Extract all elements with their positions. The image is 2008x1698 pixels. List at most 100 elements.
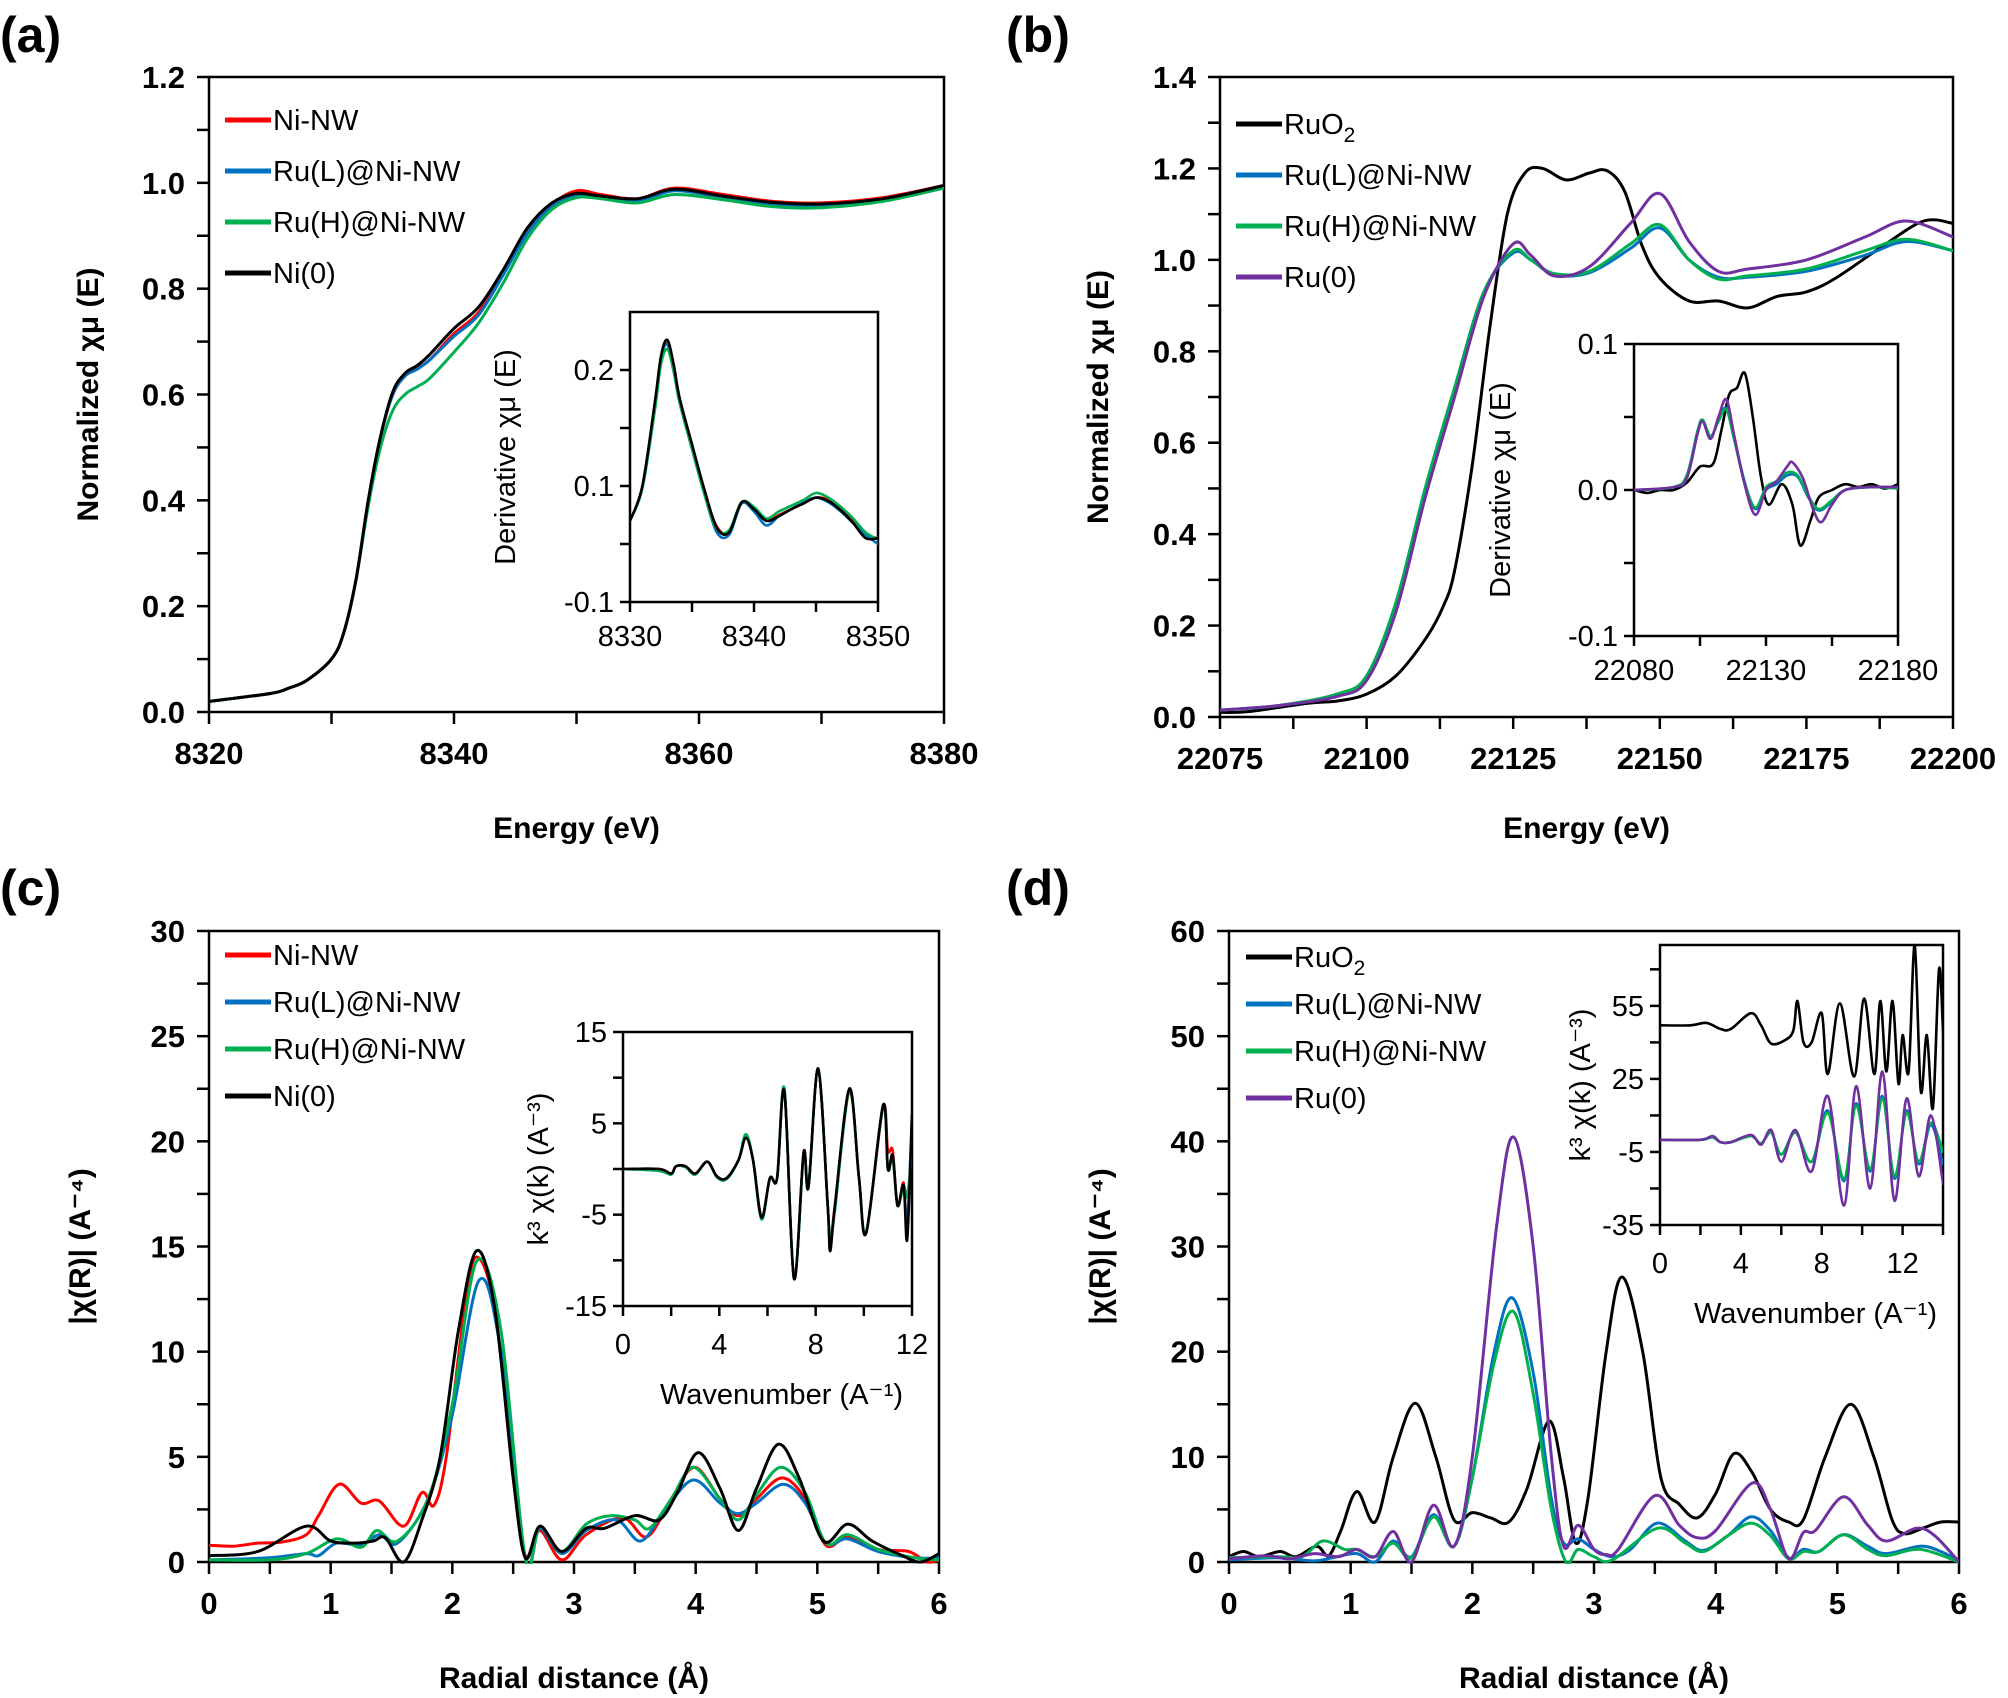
y-tick-label: 0.8	[1153, 334, 1196, 369]
legend-item-ru-h-ni-nw: Ru(H)@Ni-NW	[1236, 211, 1477, 243]
inset-y-tick-label: 0.1	[1578, 329, 1618, 361]
legend-item-ru-l-ni-nw: Ru(L)@Ni-NW	[225, 156, 461, 188]
legend-label-subscript: 2	[1354, 957, 1366, 980]
y-tick-label: 0.2	[1153, 609, 1196, 644]
x-tick-label: 0	[200, 1586, 217, 1621]
x-tick-label: 22175	[1763, 741, 1849, 776]
legend-item-ru-h-ni-nw: Ru(H)@Ni-NW	[225, 207, 466, 239]
x-tick-label: 6	[1950, 1586, 1967, 1621]
x-tick-label: 2	[444, 1586, 461, 1621]
x-tick-label: 4	[1707, 1586, 1725, 1621]
inset-y-tick-label: -0.1	[1568, 621, 1618, 653]
x-axis-title: Radial distance (Å)	[1459, 1662, 1729, 1695]
y-tick-label: 60	[1171, 914, 1205, 949]
inset-x-tick-label: 12	[896, 1329, 928, 1361]
inset-series-line-ru-0	[1660, 1070, 1943, 1207]
inset-x-tick-label: 12	[1886, 1248, 1918, 1280]
inset-x-tick-label: 8340	[722, 621, 787, 653]
x-tick-label: 1	[1342, 1586, 1359, 1621]
x-tick-label: 5	[809, 1586, 826, 1621]
y-tick-label: 1.0	[1153, 243, 1196, 278]
legend-label: Ru(L)@Ni-NW	[1294, 989, 1482, 1021]
legend-item-ru-0: Ru(0)	[1236, 262, 1357, 294]
y-tick-label: 5	[168, 1440, 185, 1475]
x-tick-label: 2	[1464, 1586, 1481, 1621]
x-tick-label: 4	[687, 1586, 705, 1621]
inset-y-tick-label: -0.1	[564, 587, 614, 619]
main-series-line-ru-0	[1229, 1135, 1959, 1564]
inset-plot-frame	[628, 310, 880, 604]
legend-item-ni-nw: Ni-NW	[225, 940, 359, 972]
legend-label: Ru(H)@Ni-NW	[1294, 1036, 1487, 1068]
inset-series-line-ruo2	[1660, 943, 1943, 1111]
x-tick-label: 22200	[1910, 741, 1996, 776]
x-tick-label: 8380	[910, 736, 979, 771]
inset-y-tick-label: 0.2	[574, 355, 614, 387]
inset-x-axis-title: Wavenumber (A⁻¹)	[660, 1379, 903, 1411]
inset-x-tick-label: 4	[711, 1329, 727, 1361]
inset-plot-frame	[621, 1030, 914, 1308]
y-axis-title: Normalized χμ (E)	[72, 268, 105, 522]
inset-y-axis-title: k³ χ(k) (A⁻³)	[1565, 1009, 1597, 1162]
y-tick-label: 0.0	[142, 695, 185, 730]
inset-x-tick-label: 0	[615, 1329, 631, 1361]
inset-x-axis-title: Wavenumber (A⁻¹)	[1694, 1298, 1937, 1330]
y-tick-label: 0.8	[142, 272, 185, 307]
legend-label: Ni-NW	[273, 940, 359, 972]
main-series-line-ni-0	[209, 1249, 939, 1564]
y-tick-label: 10	[1171, 1440, 1205, 1475]
inset-y-tick-label: 0.1	[574, 471, 614, 503]
x-tick-label: 5	[1829, 1586, 1846, 1621]
x-tick-label: 8360	[665, 736, 734, 771]
legend-label: Ni(0)	[273, 258, 336, 290]
legend-label: Ru(L)@Ni-NW	[1284, 160, 1472, 192]
legend-label: RuO2	[1294, 942, 1365, 980]
main-series-line-ruo2	[1229, 1275, 1959, 1559]
legend-label: RuO2	[1284, 109, 1355, 147]
legend-label: Ru(H)@Ni-NW	[273, 207, 466, 239]
panel-label: (b)	[1006, 7, 1070, 63]
inset-series-group	[1634, 370, 1898, 547]
y-tick-label: 0.4	[142, 483, 186, 518]
y-tick-label: 10	[151, 1335, 185, 1370]
x-axis-title: Radial distance (Å)	[439, 1662, 709, 1695]
inset-y-tick-label: 5	[591, 1108, 607, 1140]
y-tick-label: 1.4	[1153, 60, 1197, 95]
panel-label: (a)	[0, 7, 61, 63]
y-tick-label: 0.0	[1153, 700, 1196, 735]
legend-label: Ni(0)	[273, 1081, 336, 1113]
y-tick-label: 1.2	[142, 60, 185, 95]
inset-y-axis-title: Derivative χμ (E)	[1485, 382, 1517, 598]
y-tick-label: 0.2	[142, 589, 185, 624]
main-series-group	[1220, 165, 1953, 714]
y-tick-label: 1.2	[1153, 151, 1196, 186]
inset-x-tick-label: 22080	[1594, 655, 1675, 687]
y-tick-label: 30	[1171, 1230, 1205, 1265]
legend-label: Ru(0)	[1294, 1083, 1367, 1115]
y-tick-label: 0.6	[142, 378, 185, 413]
inset-series-line-ru-h-ni-nw	[1634, 407, 1898, 511]
legend-item-ruo2: RuO2	[1236, 109, 1355, 147]
inset-c: -15 -5 5 15 0 4 8 12 k³ χ(k) (A⁻³) Wavenumber (A⁻…	[523, 1017, 928, 1411]
inset-y-tick-label: 0.0	[1578, 475, 1618, 507]
inset-y-tick-label: -35	[1602, 1210, 1644, 1242]
inset-series-line-ni-0	[623, 1067, 912, 1281]
inset-y-tick-label: 25	[1612, 1064, 1644, 1096]
panel-label: (d)	[1006, 860, 1070, 916]
panel-a: (a) 0.0 0.2 0.4 0.6 0.8 1.0 1.2 8320 8340 8360 8380…	[0, 7, 978, 845]
inset-x-tick-label: 8350	[846, 621, 911, 653]
inset-x-tick-label: 0	[1652, 1248, 1668, 1280]
inset-series-line-ru-h-ni-nw	[623, 1067, 912, 1281]
y-tick-label: 0.6	[1153, 426, 1196, 461]
main-series-line-ruo2	[1220, 165, 1953, 714]
main-series-group	[1229, 1135, 1959, 1564]
legend-label: Ru(H)@Ni-NW	[1284, 211, 1477, 243]
inset-x-tick-label: 4	[1733, 1248, 1749, 1280]
legend-item-ni-0: Ni(0)	[225, 258, 336, 290]
y-tick-label: 50	[1171, 1019, 1205, 1054]
inset-y-axis-title: Derivative χμ (E)	[490, 349, 522, 565]
inset-x-tick-label: 22180	[1858, 655, 1939, 687]
